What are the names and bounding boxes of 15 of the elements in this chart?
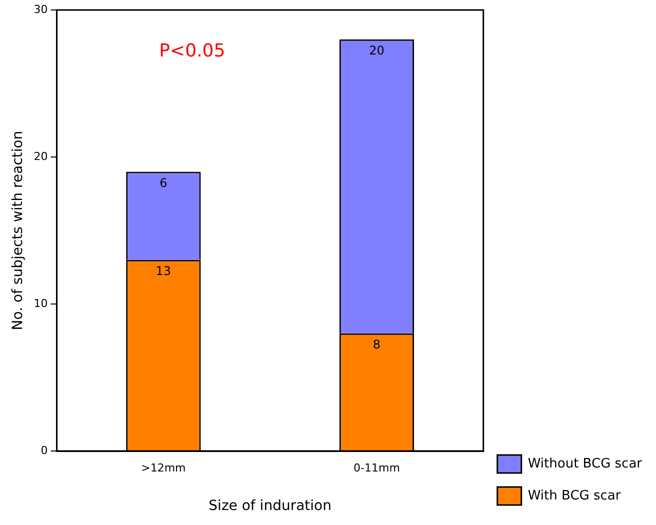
- y-tick-label: 0: [40, 444, 48, 457]
- y-tick-label: 20: [34, 150, 48, 163]
- data-label: 20: [369, 44, 384, 58]
- legend-label: Without BCG scar: [528, 456, 643, 472]
- y-tick-label: 10: [34, 296, 48, 310]
- legend-label: With BCG scar: [528, 488, 622, 504]
- y-tick-label: 30: [34, 2, 48, 16]
- x-tick-label: >12mm: [141, 461, 186, 474]
- data-label: 8: [372, 338, 381, 352]
- data-label: 6: [160, 176, 168, 190]
- x-axis-title: Size of induration: [208, 498, 332, 514]
- data-label: 13: [156, 264, 172, 278]
- y-axis-title: No. of subjects with reaction: [10, 130, 26, 330]
- annotation: P<0.05: [159, 40, 226, 62]
- x-tick-label: 0-11mm: [354, 461, 400, 474]
